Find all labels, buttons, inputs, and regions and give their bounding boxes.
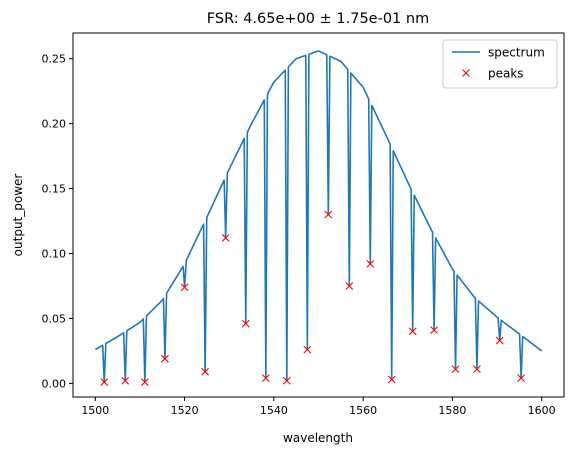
peak-marker: [473, 365, 481, 373]
y-tick-label: 0.10: [42, 248, 67, 261]
y-axis: 0.00 0.05 0.10 0.15 0.20 0.25: [42, 53, 73, 390]
legend-label-spectrum: spectrum: [488, 46, 545, 60]
peak-marker: [201, 367, 210, 376]
peak-marker: [161, 354, 169, 363]
y-tick-label: 0.25: [42, 53, 67, 66]
chart-title: FSR: 4.65e+00 ± 1.75e-01 nm: [207, 11, 429, 27]
peak-marker: [140, 378, 149, 386]
spectrum-line: [94, 50, 543, 383]
peak-marker: [495, 336, 504, 345]
peak-marker: [261, 374, 270, 383]
x-axis: 1500 1520 1540 1560 1580 1600: [81, 397, 556, 417]
y-tick-label: 0.05: [42, 312, 67, 325]
peak-marker: [451, 365, 460, 373]
peak-marker: [345, 282, 354, 290]
legend-label-peaks: peaks: [488, 67, 524, 81]
peak-marker: [180, 283, 189, 292]
peak-marker: [221, 234, 230, 242]
x-tick-label: 1580: [438, 404, 466, 417]
peak-marker: [100, 378, 109, 386]
plot-area: [94, 50, 543, 386]
peak-marker: [303, 345, 312, 354]
x-tick-label: 1540: [260, 404, 288, 417]
x-tick-label: 1520: [171, 404, 199, 417]
peak-marker: [430, 326, 438, 335]
legend-marker-swatch: [462, 69, 470, 77]
axes-frame: [72, 32, 565, 398]
x-tick-label: 1560: [349, 404, 377, 417]
y-tick-label: 0.00: [42, 377, 67, 390]
peak-marker: [241, 319, 250, 328]
x-tick-label: 1500: [81, 404, 109, 417]
peak-marker: [324, 210, 333, 219]
peak-marker: [366, 260, 375, 268]
y-tick-label: 0.20: [42, 118, 67, 131]
legend: spectrum peaks: [442, 39, 558, 89]
peak-marker: [408, 327, 417, 336]
y-axis-label: output_power: [11, 174, 25, 257]
x-tick-label: 1600: [528, 404, 556, 417]
peak-marker: [387, 375, 396, 384]
x-axis-label: wavelength: [283, 431, 353, 445]
y-tick-label: 0.15: [42, 183, 67, 196]
peak-marker: [121, 376, 130, 385]
peak-marker: [282, 376, 291, 385]
peak-marker: [517, 374, 526, 383]
